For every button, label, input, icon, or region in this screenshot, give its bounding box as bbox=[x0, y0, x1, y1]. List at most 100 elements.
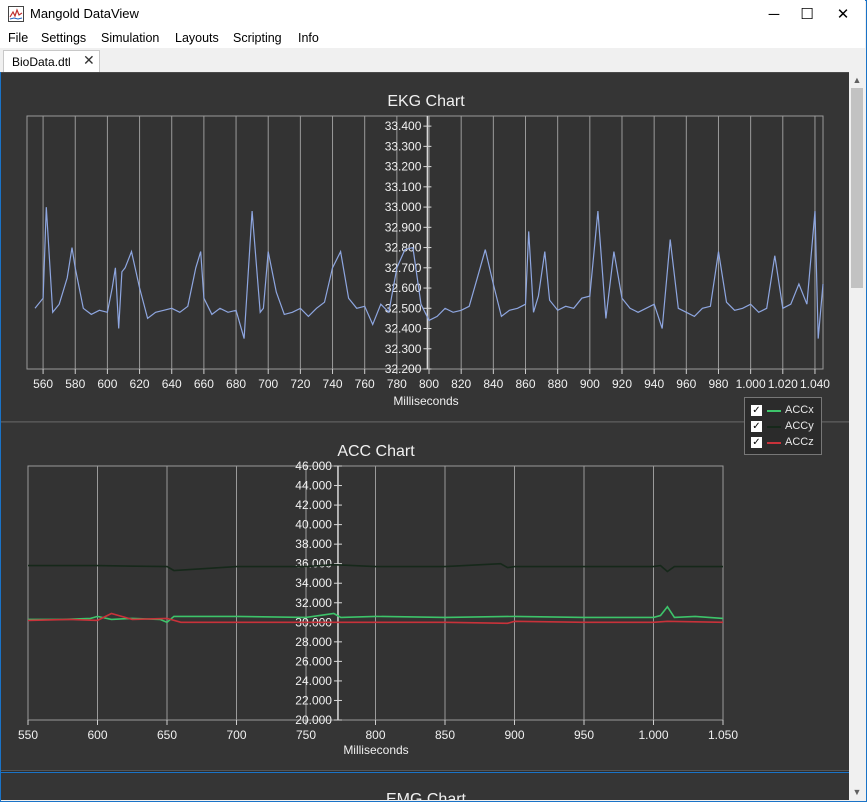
acc-x-tick-label: 850 bbox=[435, 728, 455, 742]
acc-y-tick-label: 28.000 bbox=[295, 635, 332, 649]
app-logo-icon bbox=[8, 6, 24, 22]
ekg-y-tick-label: 33.400 bbox=[385, 119, 422, 133]
acc-y-tick-label: 34.000 bbox=[295, 576, 332, 590]
acc-y-tick-label: 24.000 bbox=[295, 674, 332, 688]
legend-item-accx[interactable]: ✓ ACCx bbox=[751, 403, 819, 419]
ekg-y-tick-label: 33.200 bbox=[385, 160, 422, 174]
ekg-y-tick-label: 32.200 bbox=[385, 362, 422, 376]
ekg-x-tick-label: 560 bbox=[33, 377, 53, 391]
ekg-y-tick-label: 32.300 bbox=[385, 342, 422, 356]
acc-x-tick-label: 900 bbox=[504, 728, 524, 742]
acc-x-tick-label: 950 bbox=[574, 728, 594, 742]
acc-x-tick-label: 800 bbox=[365, 728, 385, 742]
menu-simulation[interactable]: Simulation bbox=[101, 31, 160, 45]
acc-y-tick-label: 42.000 bbox=[295, 498, 332, 512]
ekg-x-tick-label: 640 bbox=[162, 377, 182, 391]
ekg-x-tick-label: 700 bbox=[258, 377, 278, 391]
ekg-x-tick-label: 1.040 bbox=[800, 377, 830, 391]
ekg-x-tick-label: 1.020 bbox=[768, 377, 798, 391]
acc-y-tick-label: 32.000 bbox=[295, 596, 332, 610]
acc-series-line-accx bbox=[28, 605, 724, 624]
acc-chart-panel: ACC Chart 46.000 44.000 42.000 40.000 38.000… bbox=[1, 422, 849, 771]
legend-swatch-accy bbox=[767, 426, 781, 428]
ekg-x-tick-label: 660 bbox=[194, 377, 214, 391]
legend-checkbox-accz[interactable]: ✓ bbox=[751, 437, 762, 448]
acc-legend: ✓ ACCx ✓ ACCy ✓ ACCz bbox=[744, 397, 822, 455]
legend-checkbox-accy[interactable]: ✓ bbox=[751, 421, 762, 432]
window-title: Mangold DataView bbox=[30, 6, 139, 21]
ekg-x-tick-label: 740 bbox=[323, 377, 343, 391]
acc-y-tick-label: 38.000 bbox=[295, 537, 332, 551]
menu-scripting[interactable]: Scripting bbox=[233, 31, 282, 45]
ekg-y-tick-label: 32.500 bbox=[385, 301, 422, 315]
legend-item-accz[interactable]: ✓ ACCz bbox=[751, 435, 819, 451]
acc-y-tick-label: 22.000 bbox=[295, 693, 332, 707]
menu-file[interactable]: File bbox=[8, 31, 29, 45]
ekg-y-tick-label: 32.600 bbox=[385, 281, 422, 295]
acc-chart[interactable]: ACC Chart 46.000 44.000 42.000 40.000 38.000… bbox=[1, 423, 849, 772]
menu-bar: File Settings Simulation Layouts Scripti… bbox=[0, 29, 865, 48]
ekg-x-tick-label: 840 bbox=[483, 377, 503, 391]
ekg-x-tick-label: 880 bbox=[548, 377, 568, 391]
acc-x-tick-label: 550 bbox=[18, 728, 38, 742]
ekg-x-tick-label: 580 bbox=[65, 377, 85, 391]
scroll-down-arrow-icon[interactable]: ▼ bbox=[852, 787, 862, 797]
maximize-button[interactable]: ☐ bbox=[800, 6, 814, 23]
menu-settings[interactable]: Settings bbox=[41, 31, 87, 45]
document-tab-strip: BioData.dtl ✕ bbox=[0, 48, 865, 72]
ekg-x-tick-label: 720 bbox=[290, 377, 310, 391]
ekg-x-tick-label: 920 bbox=[612, 377, 632, 391]
legend-item-accy[interactable]: ✓ ACCy bbox=[751, 419, 819, 435]
acc-chart-title: ACC Chart bbox=[337, 443, 415, 460]
scroll-thumb[interactable] bbox=[851, 88, 863, 288]
ekg-x-tick-label: 960 bbox=[676, 377, 696, 391]
acc-x-tick-label: 650 bbox=[157, 728, 177, 742]
ekg-y-tick-label: 32.700 bbox=[385, 261, 422, 275]
acc-y-tick-label: 26.000 bbox=[295, 654, 332, 668]
legend-checkbox-accx[interactable]: ✓ bbox=[751, 405, 762, 416]
ekg-x-tick-label: 860 bbox=[515, 377, 535, 391]
vertical-scrollbar[interactable]: ▲ ▼ bbox=[849, 72, 865, 800]
legend-label-accz: ACCz bbox=[785, 436, 814, 448]
acc-y-tick-label: 40.000 bbox=[295, 518, 332, 532]
ekg-plot-area bbox=[26, 115, 824, 370]
scroll-up-arrow-icon[interactable]: ▲ bbox=[852, 75, 862, 85]
ekg-x-tick-label: 600 bbox=[97, 377, 117, 391]
acc-y-tick-label: 36.000 bbox=[295, 557, 332, 571]
title-bar[interactable]: Mangold DataView ─ ☐ ✕ bbox=[0, 0, 865, 29]
ekg-x-tick-label: 900 bbox=[580, 377, 600, 391]
ekg-x-axis-label: Milliseconds bbox=[393, 394, 458, 408]
ekg-chart[interactable]: EKG Chart 33.400 33.300 33.200 33.100 33.000… bbox=[1, 73, 849, 423]
acc-x-tick-label: 1.050 bbox=[708, 728, 738, 742]
chart-area: EKG Chart 33.400 33.300 33.200 33.100 33.000… bbox=[1, 72, 849, 800]
acc-series-line-accy bbox=[28, 562, 723, 573]
ekg-chart-panel: EKG Chart 33.400 33.300 33.200 33.100 33.000… bbox=[1, 72, 849, 422]
menu-info[interactable]: Info bbox=[298, 31, 319, 45]
acc-x-tick-label: 1.000 bbox=[638, 728, 668, 742]
ekg-x-tick-label: 980 bbox=[708, 377, 728, 391]
emg-chart-panel: EMG Chart bbox=[1, 772, 849, 800]
tab-biodata[interactable]: BioData.dtl ✕ bbox=[3, 50, 100, 72]
legend-label-accy: ACCy bbox=[785, 420, 814, 432]
acc-y-tick-label: 20.000 bbox=[295, 713, 332, 727]
ekg-x-tick-label: 620 bbox=[130, 377, 150, 391]
acc-x-axis-label: Milliseconds bbox=[343, 743, 408, 757]
legend-swatch-accx bbox=[767, 410, 781, 412]
acc-x-tick-label: 750 bbox=[296, 728, 316, 742]
minimize-button[interactable]: ─ bbox=[768, 6, 780, 23]
tab-label: BioData.dtl bbox=[12, 55, 71, 69]
ekg-x-tick-label: 780 bbox=[387, 377, 407, 391]
ekg-y-tick-label: 32.800 bbox=[385, 241, 422, 255]
ekg-series-line bbox=[34, 207, 824, 339]
close-button[interactable]: ✕ bbox=[836, 6, 850, 23]
acc-x-tick-label: 700 bbox=[226, 728, 246, 742]
acc-y-tick-label: 46.000 bbox=[295, 459, 332, 473]
ekg-y-tick-label: 32.900 bbox=[385, 220, 422, 234]
ekg-x-tick-label: 680 bbox=[226, 377, 246, 391]
tab-close-icon[interactable]: ✕ bbox=[83, 52, 95, 68]
emg-chart[interactable]: EMG Chart bbox=[1, 773, 849, 800]
menu-layouts[interactable]: Layouts bbox=[175, 31, 219, 45]
ekg-x-tick-label: 820 bbox=[451, 377, 471, 391]
emg-chart-title: EMG Chart bbox=[386, 791, 467, 800]
ekg-x-tick-label: 760 bbox=[355, 377, 375, 391]
